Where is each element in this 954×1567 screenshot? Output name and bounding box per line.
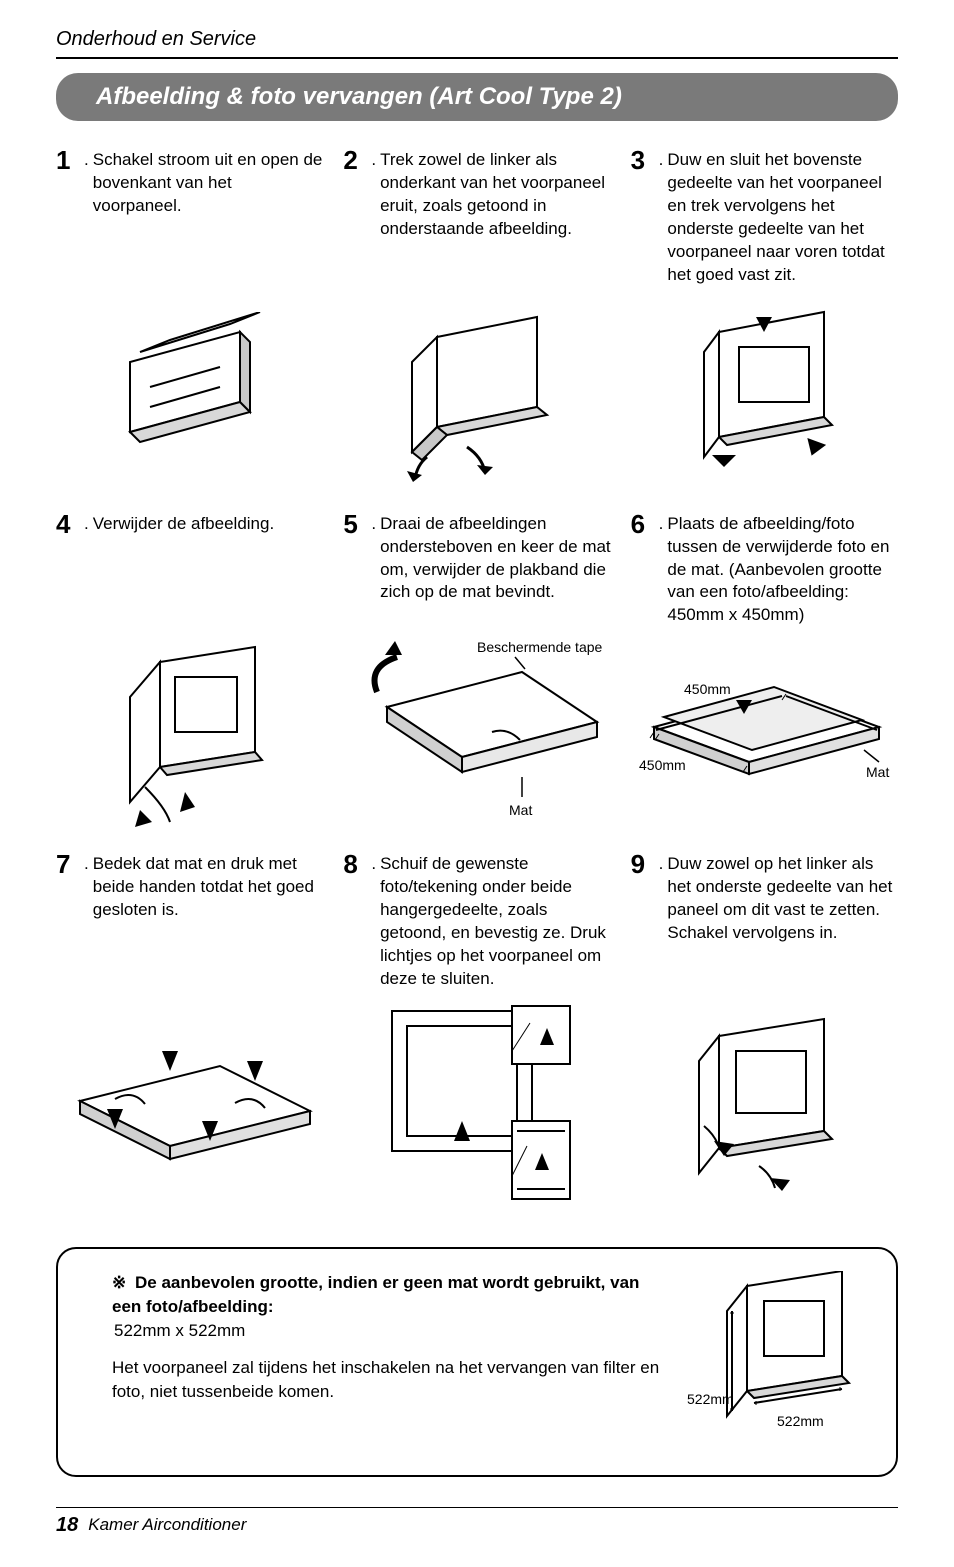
step-5: 5. Draai de afbeeldingen ondersteboven e… — [343, 507, 610, 628]
illustration-5: Beschermende tape Mat — [343, 637, 610, 837]
page-number: 18 — [56, 1514, 78, 1537]
step-number: 7 — [56, 847, 78, 991]
illustration-7 — [56, 1001, 323, 1221]
section-label: Onderhoud en Service — [56, 28, 898, 51]
steps-grid: 1. Schakel stroom uit en open de bovenka… — [56, 143, 898, 1221]
illustration-3 — [631, 297, 898, 497]
illustration-1 — [56, 297, 323, 497]
step-text: Trek zowel de linker als onderkant van h… — [380, 143, 611, 287]
dim-450-top: 450mm — [684, 681, 731, 697]
step-6: 6. Plaats de afbeelding/foto tussen de v… — [631, 507, 898, 628]
step-number: 9 — [631, 847, 653, 991]
illustration-8 — [343, 1001, 610, 1221]
step-number: 2 — [343, 143, 365, 287]
step-text: Draai de afbeeldingen ondersteboven en k… — [380, 507, 611, 628]
step-number: 4 — [56, 507, 78, 628]
tape-label: Beschermende tape — [477, 639, 603, 655]
step-text: Duw en sluit het bovenste gedeelte van h… — [667, 143, 898, 287]
dim-522-bottom: 522mm — [777, 1413, 824, 1429]
step-number: 6 — [631, 507, 653, 628]
dim-522-left: 522mm — [687, 1391, 734, 1407]
mat-label: Mat — [509, 802, 532, 818]
step-text: Bedek dat mat en druk met beide handen t… — [93, 847, 324, 991]
step-number: 1 — [56, 143, 78, 287]
dim-450-left: 450mm — [639, 757, 686, 773]
step-text: Schakel stroom uit en open de bovenkant … — [93, 143, 324, 287]
step-text: Verwijder de afbeelding. — [93, 507, 274, 628]
step-2: 2. Trek zowel de linker als onderkant va… — [343, 143, 610, 287]
page-title-bar: Afbeelding & foto vervangen (Art Cool Ty… — [56, 73, 898, 121]
note-size: 522mm x 522mm — [114, 1319, 664, 1343]
step-text: Plaats de afbeelding/foto tussen de verw… — [667, 507, 898, 628]
step-4: 4. Verwijder de afbeelding. — [56, 507, 323, 628]
illustration-9 — [631, 1001, 898, 1221]
step-number: 8 — [343, 847, 365, 991]
note-title: De aanbevolen grootte, indien er geen ma… — [112, 1273, 639, 1316]
step-3: 3. Duw en sluit het bovenste gedeelte va… — [631, 143, 898, 287]
step-9: 9. Duw zowel op het linker als het onder… — [631, 847, 898, 991]
step-1: 1. Schakel stroom uit en open de bovenka… — [56, 143, 323, 287]
illustration-2 — [343, 297, 610, 497]
illustration-4 — [56, 637, 323, 837]
illustration-6: 450mm 450mm Mat — [631, 637, 898, 837]
note-box: ※ De aanbevolen grootte, indien er geen … — [56, 1247, 898, 1477]
step-number: 5 — [343, 507, 365, 628]
note-prefix: ※ — [112, 1273, 126, 1292]
divider-top — [56, 57, 898, 59]
step-text: Schuif de gewenste foto/tekening onder b… — [380, 847, 611, 991]
page-footer: 18 Kamer Airconditioner — [56, 1507, 898, 1537]
step-text: Duw zowel op het linker als het onderste… — [667, 847, 898, 991]
step-8: 8. Schuif de gewenste foto/tekening onde… — [343, 847, 610, 991]
footer-title: Kamer Airconditioner — [88, 1515, 246, 1535]
note-illustration: 522mm 522mm — [682, 1271, 872, 1453]
mat-label-2: Mat — [866, 764, 889, 780]
step-7: 7. Bedek dat mat en druk met beide hande… — [56, 847, 323, 991]
note-body: Het voorpaneel zal tijdens het inschakel… — [112, 1356, 664, 1404]
step-number: 3 — [631, 143, 653, 287]
